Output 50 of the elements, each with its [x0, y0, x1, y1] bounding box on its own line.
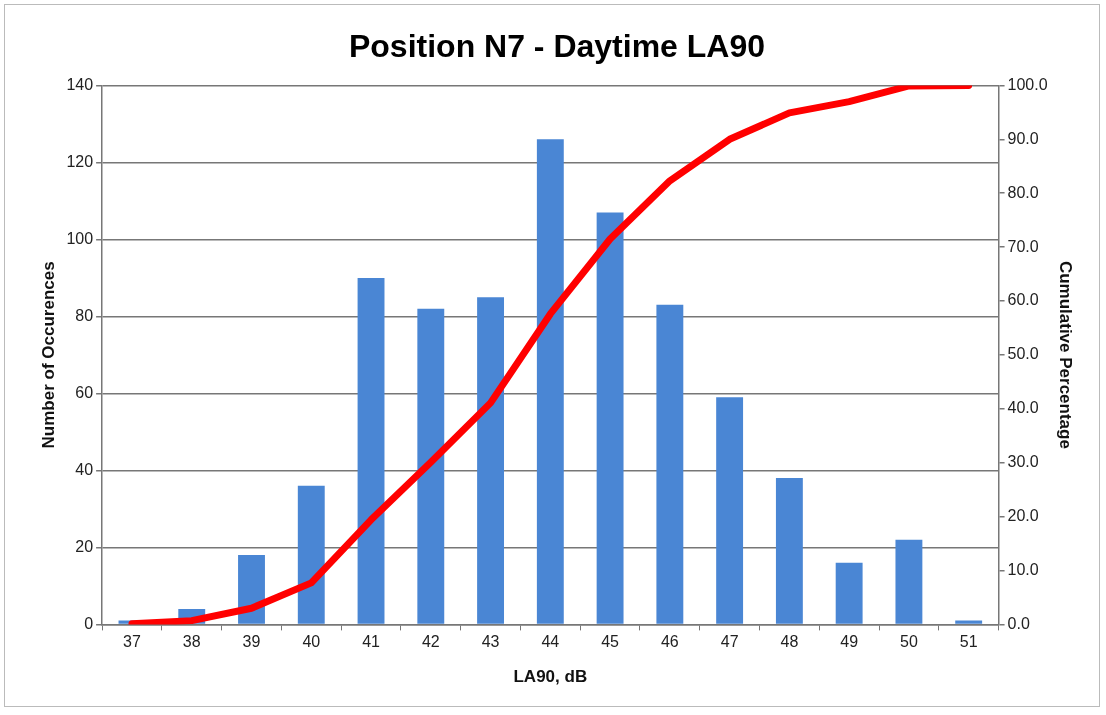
bar: [477, 297, 505, 624]
chart-title: Position N7 - Daytime LA90: [348, 28, 766, 65]
y-tick-label: 80: [75, 306, 94, 324]
y-tick-label: 0: [84, 614, 94, 632]
bar: [775, 478, 803, 624]
y-tick-label: 60: [75, 383, 94, 401]
y-tick-label: 140: [66, 75, 94, 93]
y2-tick-label: 20.0: [1007, 507, 1039, 525]
y-tick-label: 20: [75, 537, 94, 555]
x-tick-label: 47: [720, 633, 739, 651]
x-tick-label: 39: [242, 633, 261, 651]
y2-tick-label: 0.0: [1007, 614, 1030, 632]
bar: [656, 304, 684, 624]
y-tick-label: 100: [66, 229, 94, 247]
y2-tick-label: 60.0: [1007, 291, 1039, 309]
y2-tick-label: 10.0: [1007, 560, 1039, 578]
y2-tick-label: 50.0: [1007, 345, 1039, 363]
y2-tick-label: 30.0: [1007, 453, 1039, 471]
x-tick-label: 43: [481, 633, 500, 651]
x-tick-label: 44: [541, 633, 560, 651]
y2-tick-label: 90.0: [1007, 129, 1039, 147]
x-axis-title: LA90, dB: [513, 667, 588, 687]
y-tick-label: 120: [66, 152, 94, 170]
x-tick-label: 49: [840, 633, 859, 651]
y2-tick-label: 40.0: [1007, 399, 1039, 417]
x-tick-label: 46: [660, 633, 679, 651]
bar: [895, 539, 923, 624]
y2-tick-label: 80.0: [1007, 183, 1039, 201]
y2-tick-label: 100.0: [1007, 75, 1048, 93]
bar: [955, 620, 983, 624]
x-tick-label: 51: [959, 633, 978, 651]
bar: [357, 277, 385, 624]
bar: [716, 397, 744, 624]
y-axis-title: Number of Occurences: [38, 261, 58, 449]
bar: [417, 308, 445, 624]
x-tick-label: 42: [421, 633, 440, 651]
bar: [297, 485, 325, 624]
x-tick-label: 38: [182, 633, 201, 651]
y-tick-label: 40: [75, 460, 94, 478]
y2-axis-title: Cumulative Percentage: [1056, 260, 1076, 449]
bar: [835, 562, 863, 624]
x-tick-label: 50: [900, 633, 918, 651]
x-tick-label: 41: [362, 633, 381, 651]
x-tick-label: 37: [123, 633, 141, 651]
x-tick-label: 48: [780, 633, 799, 651]
bar: [536, 139, 564, 624]
x-tick-label: 40: [302, 633, 321, 651]
x-tick-label: 45: [601, 633, 620, 651]
y2-tick-label: 70.0: [1007, 237, 1039, 255]
bar: [596, 212, 624, 624]
